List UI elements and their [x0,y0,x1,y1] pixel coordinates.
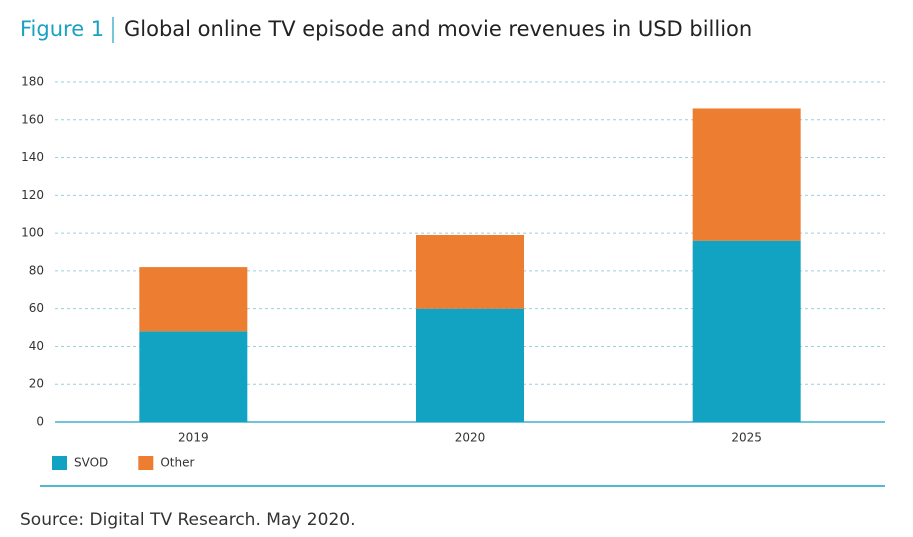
y-tick-label: 80 [29,263,44,277]
legend-label: SVOD [74,456,108,470]
legend-swatch [52,456,67,470]
x-tick-label: 2020 [455,431,486,445]
legend-swatch [138,456,154,470]
chart-title: Global online TV episode and movie reven… [124,17,752,41]
bar-segment [692,240,801,422]
y-tick-label: 160 [21,112,44,126]
source-note: Source: Digital TV Research. May 2020. [20,510,355,530]
y-tick-label: 20 [29,377,44,391]
y-tick-label: 60 [29,301,44,315]
y-tick-label: 140 [21,150,44,164]
x-tick-label: 2025 [731,431,762,445]
y-tick-label: 100 [21,226,44,240]
bar-segment [139,331,248,422]
bar-segment [416,308,524,422]
bar-segment [416,235,524,309]
bar-segment [139,267,248,332]
bar-segment [692,108,801,241]
y-tick-label: 120 [21,188,44,202]
y-tick-label: 40 [29,339,44,353]
y-tick-label: 0 [36,415,44,429]
legend-label: Other [160,456,194,470]
figure-label: Figure 1 [20,17,104,41]
y-tick-label: 180 [21,75,44,89]
x-tick-label: 2019 [178,431,209,445]
